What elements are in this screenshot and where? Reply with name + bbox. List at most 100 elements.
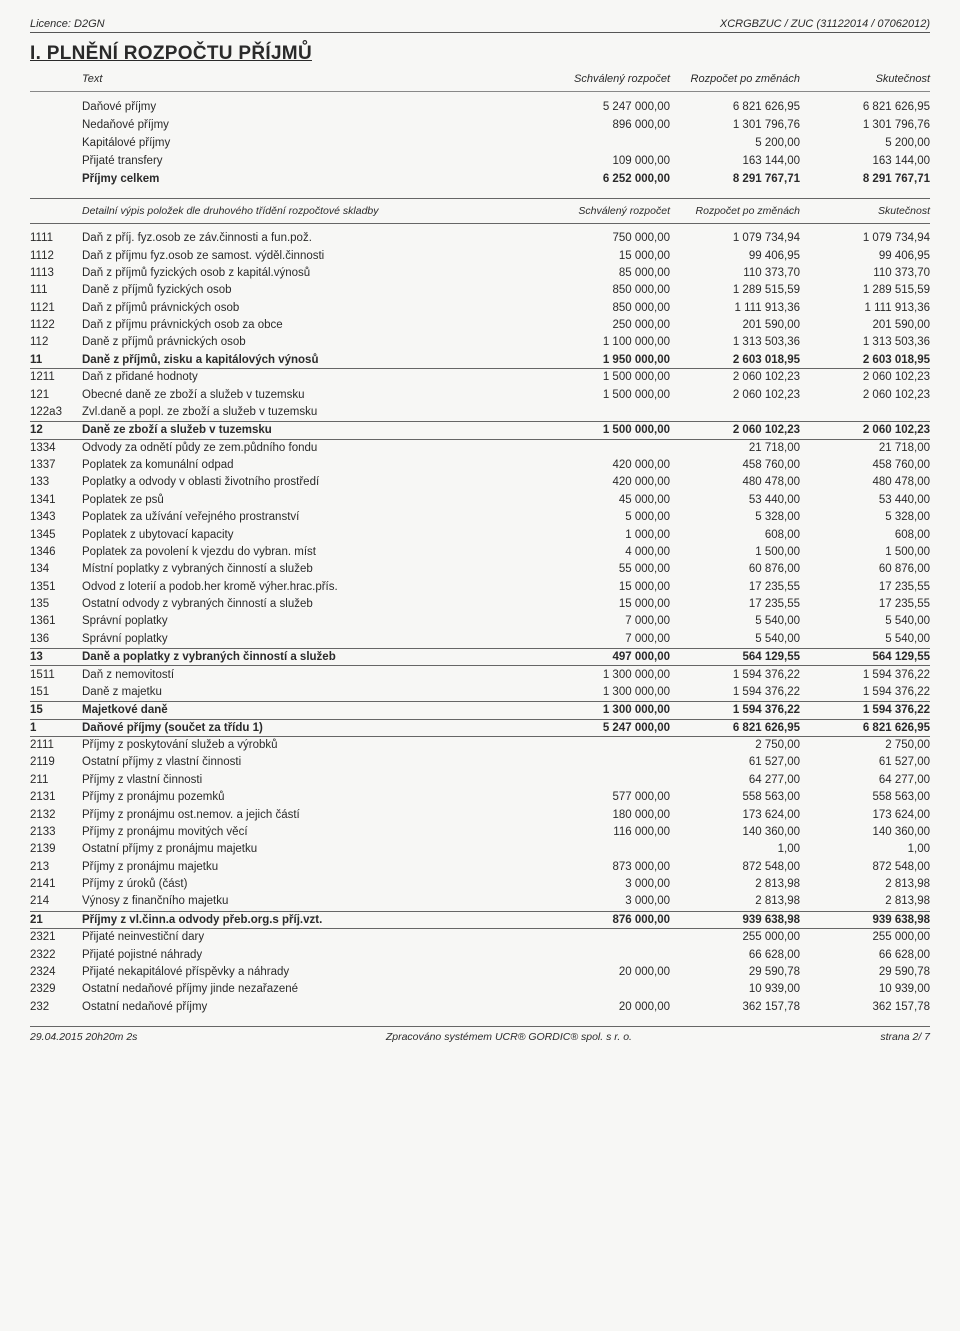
table-row: 1122Daň z příjmu právnických osob za obc…	[30, 317, 930, 334]
row-c3: 564 129,55	[800, 651, 930, 663]
row-c2: 1 500,00	[670, 546, 800, 558]
row-c2: 21 718,00	[670, 442, 800, 454]
row-c2: 255 000,00	[670, 931, 800, 943]
row-text: Daň z nemovitostí	[82, 669, 540, 681]
row-code: 1113	[30, 267, 82, 279]
row-code: 134	[30, 563, 82, 575]
row-text: Ostatní odvody z vybraných činností a sl…	[82, 598, 540, 610]
row-code: 12	[30, 424, 82, 436]
row-text: Příjmy z pronájmu ost.nemov. a jejich čá…	[82, 809, 540, 821]
row-c2: 17 235,55	[670, 598, 800, 610]
footer-timestamp: 29.04.2015 20h20m 2s	[30, 1031, 137, 1043]
row-c2: 564 129,55	[670, 651, 800, 663]
row-c1: 497 000,00	[540, 651, 670, 663]
row-c1: 116 000,00	[540, 826, 670, 838]
row-code: 133	[30, 476, 82, 488]
row-c3: 10 939,00	[800, 983, 930, 995]
table-row: 15Majetkové daně1 300 000,001 594 376,22…	[30, 701, 930, 719]
summary-label: Příjmy celkem	[82, 173, 540, 185]
col-after-changes: Rozpočet po změnách	[670, 73, 800, 85]
row-c3: 458 760,00	[800, 459, 930, 471]
row-c1: 1 300 000,00	[540, 704, 670, 716]
row-code: 2132	[30, 809, 82, 821]
row-text: Ostatní nedaňové příjmy jinde nezařazené	[82, 983, 540, 995]
table-row: 1511Daň z nemovitostí1 300 000,001 594 3…	[30, 666, 930, 683]
row-c1: 3 000,00	[540, 878, 670, 890]
summary-c3: 163 144,00	[800, 155, 930, 167]
row-c2: 140 360,00	[670, 826, 800, 838]
row-text: Místní poplatky z vybraných činností a s…	[82, 563, 540, 575]
row-c1: 1 100 000,00	[540, 336, 670, 348]
row-c3: 2 813,98	[800, 895, 930, 907]
table-row: 1121Daň z příjmů právnických osob850 000…	[30, 300, 930, 317]
col-approved: Schválený rozpočet	[540, 73, 670, 85]
row-code: 213	[30, 861, 82, 873]
row-text: Daně a poplatky z vybraných činností a s…	[82, 651, 540, 663]
row-c3: 872 548,00	[800, 861, 930, 873]
row-text: Ostatní nedaňové příjmy	[82, 1001, 540, 1013]
summary-label: Přijaté transfery	[82, 155, 540, 167]
row-c3: 1 500,00	[800, 546, 930, 558]
row-c2: 110 373,70	[670, 267, 800, 279]
table-row: 2141Příjmy z úroků (část)3 000,002 813,9…	[30, 876, 930, 893]
row-text: Zvl.daně a popl. ze zboží a služeb v tuz…	[82, 406, 540, 418]
row-c3: 2 750,00	[800, 739, 930, 751]
row-c1: 5 247 000,00	[540, 722, 670, 734]
row-c2: 66 628,00	[670, 949, 800, 961]
table-row: 1346Poplatek za povolení k vjezdu do vyb…	[30, 544, 930, 561]
row-text: Poplatek za povolení k vjezdu do vybran.…	[82, 546, 540, 558]
row-code: 2119	[30, 756, 82, 768]
row-c1: 45 000,00	[540, 494, 670, 506]
page-footer: 29.04.2015 20h20m 2s Zpracováno systémem…	[30, 1026, 930, 1043]
row-c2: 1 594 376,22	[670, 686, 800, 698]
table-row: 121Obecné daně ze zboží a služeb v tuzem…	[30, 386, 930, 403]
row-c3: 1 111 913,36	[800, 302, 930, 314]
row-c3: 5 540,00	[800, 615, 930, 627]
doc-code: XCRGBZUC / ZUC (31122014 / 07062012)	[720, 18, 930, 30]
summary-c3: 1 301 796,76	[800, 119, 930, 131]
row-text: Správní poplatky	[82, 615, 540, 627]
row-c2: 939 638,98	[670, 914, 800, 926]
row-c3: 480 478,00	[800, 476, 930, 488]
table-row: 1337Poplatek za komunální odpad420 000,0…	[30, 457, 930, 474]
table-row: 2321Přijaté neinvestiční dary255 000,002…	[30, 929, 930, 946]
detail-rows: 1111Daň z příj. fyz.osob ze záv.činnosti…	[30, 230, 930, 1016]
row-c3: 2 060 102,23	[800, 389, 930, 401]
table-row: 1351Odvod z loterií a podob.her kromě vý…	[30, 579, 930, 596]
subheader-c3: Skutečnost	[800, 205, 930, 217]
row-code: 151	[30, 686, 82, 698]
row-text: Daně z majetku	[82, 686, 540, 698]
row-c2: 61 527,00	[670, 756, 800, 768]
table-row: 1111Daň z příj. fyz.osob ze záv.činnosti…	[30, 230, 930, 247]
row-c1: 876 000,00	[540, 914, 670, 926]
row-c2: 2 060 102,23	[670, 424, 800, 436]
row-c2: 1 079 734,94	[670, 232, 800, 244]
row-c3: 1,00	[800, 843, 930, 855]
row-c1	[540, 774, 670, 786]
row-c2: 99 406,95	[670, 250, 800, 262]
row-text: Daně z příjmů, zisku a kapitálových výno…	[82, 354, 540, 366]
row-c3: 17 235,55	[800, 598, 930, 610]
row-c2	[670, 406, 800, 418]
row-text: Příjmy z úroků (část)	[82, 878, 540, 890]
row-c1: 4 000,00	[540, 546, 670, 558]
row-c2: 362 157,78	[670, 1001, 800, 1013]
table-row: 211Příjmy z vlastní činnosti64 277,0064 …	[30, 772, 930, 789]
row-code: 1511	[30, 669, 82, 681]
row-c2: 872 548,00	[670, 861, 800, 873]
row-text: Daň z příjmu právnických osob za obce	[82, 319, 540, 331]
row-code: 1361	[30, 615, 82, 627]
row-c1: 15 000,00	[540, 250, 670, 262]
row-c3	[800, 406, 930, 418]
row-c1	[540, 406, 670, 418]
summary-row: Nedaňové příjmy896 000,001 301 796,761 3…	[30, 116, 930, 134]
row-text: Příjmy z pronájmu pozemků	[82, 791, 540, 803]
summary-c2: 1 301 796,76	[670, 119, 800, 131]
row-text: Výnosy z finančního majetku	[82, 895, 540, 907]
row-code: 2322	[30, 949, 82, 961]
table-row: 2322Přijaté pojistné náhrady66 628,0066 …	[30, 946, 930, 963]
row-c3: 608,00	[800, 529, 930, 541]
row-c1	[540, 931, 670, 943]
row-code: 232	[30, 1001, 82, 1013]
row-code: 1341	[30, 494, 82, 506]
